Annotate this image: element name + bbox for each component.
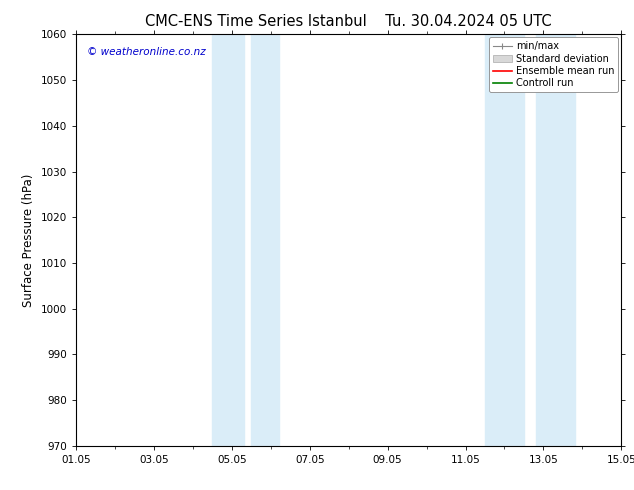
Legend: min/max, Standard deviation, Ensemble mean run, Controll run: min/max, Standard deviation, Ensemble me… xyxy=(489,37,618,92)
Bar xyxy=(485,34,524,446)
Title: CMC-ENS Time Series Istanbul    Tu. 30.04.2024 05 UTC: CMC-ENS Time Series Istanbul Tu. 30.04.2… xyxy=(145,14,552,29)
Bar xyxy=(251,34,278,446)
Bar xyxy=(212,34,243,446)
Y-axis label: Surface Pressure (hPa): Surface Pressure (hPa) xyxy=(22,173,36,307)
Bar xyxy=(536,34,574,446)
Text: © weatheronline.co.nz: © weatheronline.co.nz xyxy=(87,47,206,57)
